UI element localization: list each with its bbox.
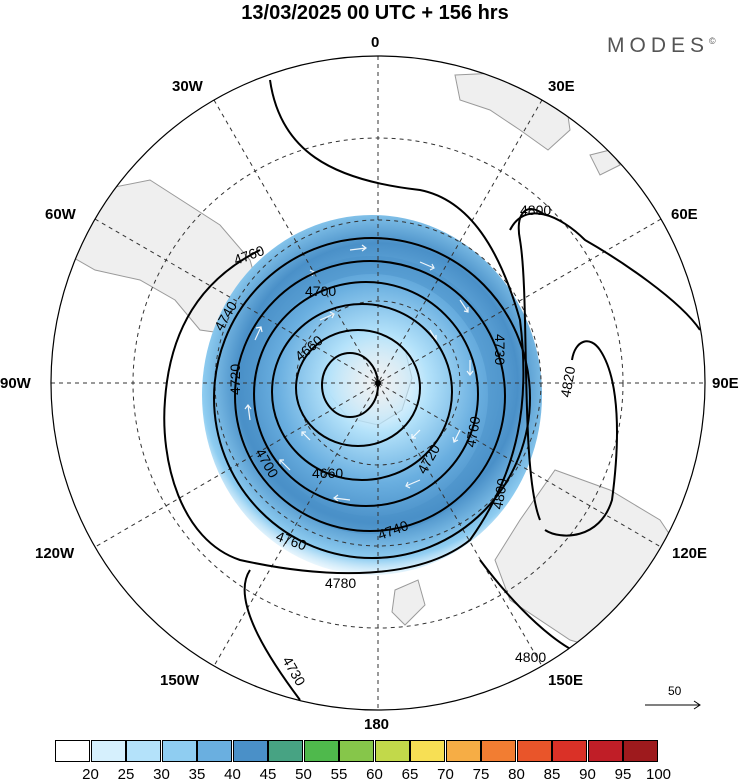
colorbar-label: 80	[508, 766, 525, 783]
pole-marker	[375, 380, 381, 386]
longitude-label-0: 0	[371, 34, 380, 51]
graticule	[51, 56, 705, 710]
contour-label: 4730	[492, 334, 508, 365]
colorbar-swatch	[339, 740, 374, 762]
colorbar-label: 60	[366, 766, 383, 783]
colorbar-label: 55	[330, 766, 348, 783]
colorbar-swatch	[410, 740, 445, 762]
longitude-label-90w: 90W	[0, 375, 31, 392]
longitude-label-60e: 60E	[671, 206, 698, 223]
colorbar-label: 100	[645, 766, 672, 783]
colorbar-label: 65	[401, 766, 419, 783]
contour-label: 4760	[462, 415, 483, 449]
colorbar-swatch	[268, 740, 303, 762]
contour-label: 4820	[557, 365, 578, 399]
colorbar-swatch	[232, 740, 268, 762]
contour-label: 4780	[325, 575, 356, 591]
colorbar-swatch	[587, 740, 623, 762]
longitude-label-120e: 120E	[672, 545, 708, 562]
colorbar-label: 40	[224, 766, 241, 783]
colorbar-swatch	[552, 740, 587, 762]
contour-label: 4800	[515, 649, 546, 665]
colorbar-swatch	[623, 740, 658, 762]
map-disc	[51, 56, 705, 710]
colorbar-swatch	[303, 740, 339, 762]
colorbar-label: 90	[579, 766, 596, 783]
contour-label: 4660	[312, 465, 343, 481]
wind-reference-label: 50	[668, 684, 682, 698]
contour-label: 4700	[305, 283, 336, 299]
longitude-label-60w: 60W	[45, 206, 76, 223]
colorbar-swatch	[445, 740, 481, 762]
colorbar-label: 20	[82, 766, 99, 783]
contour-label: 4800	[489, 477, 510, 511]
land-madagascar	[589, 149, 621, 176]
wind-speed-shading	[202, 215, 542, 575]
colorbar-label: 70	[437, 766, 454, 783]
colorbar-label: 85	[543, 766, 561, 783]
longitude-label-150e: 150E	[548, 672, 584, 689]
colorbar-swatch	[55, 740, 90, 762]
colorbar-swatch	[126, 740, 161, 762]
colorbar-swatch	[197, 740, 232, 762]
colorbar-swatch	[374, 740, 410, 762]
longitude-label-90e: 90E	[712, 375, 739, 392]
colorbar-label: 30	[153, 766, 170, 783]
contour-label: 4800	[520, 202, 551, 218]
map-border	[50, 55, 706, 711]
longitude-label-30e: 30E	[548, 78, 575, 95]
modes-logo: MODES©	[607, 34, 716, 57]
polar-stereographic-map: 4660 4660 4700 4700 4720 4720 4730 4730 …	[50, 55, 706, 711]
wind-reference-arrow	[645, 700, 701, 710]
colorbar-label: 45	[259, 766, 277, 783]
colorbar-label: 95	[614, 766, 632, 783]
map-title: 13/03/2025 00 UTC + 156 hrs	[241, 2, 509, 24]
colorbar-swatch	[481, 740, 516, 762]
land-new-zealand	[391, 579, 426, 626]
longitude-label-150w: 150W	[160, 672, 200, 689]
colorbar-swatch	[90, 740, 126, 762]
colorbar-label: 50	[295, 766, 312, 783]
longitude-label-120w: 120W	[35, 545, 75, 562]
colorbar-label: 35	[188, 766, 206, 783]
colorbar-swatch	[161, 740, 197, 762]
height-contours	[163, 79, 705, 701]
contour-label: 4720	[227, 364, 243, 395]
longitude-label-30w: 30W	[172, 78, 203, 95]
longitude-label-180: 180	[364, 716, 390, 733]
colorbar-label: 75	[472, 766, 490, 783]
colorbar-swatch	[516, 740, 552, 762]
colorbar-label: 25	[117, 766, 135, 783]
